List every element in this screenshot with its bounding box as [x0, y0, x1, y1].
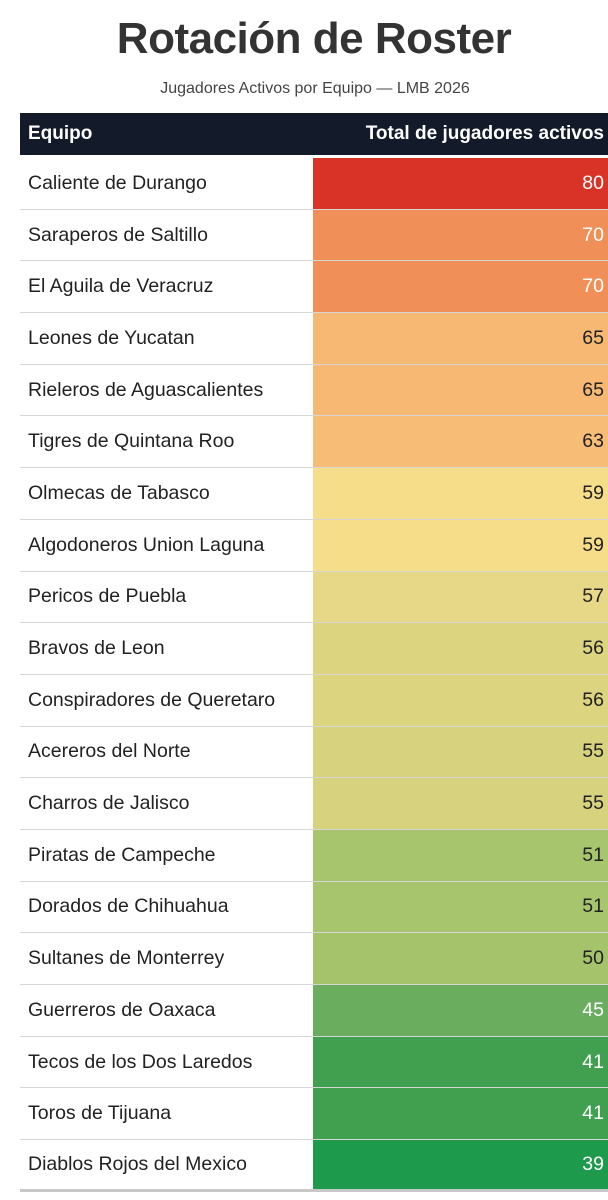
- team-name: Piratas de Campeche: [28, 843, 216, 866]
- value-cell: 65: [313, 364, 608, 416]
- value-cell: 39: [313, 1140, 608, 1189]
- team-name: Leones de Yucatan: [28, 326, 195, 349]
- team-name: El Aguila de Veracruz: [28, 275, 214, 298]
- column-header: Total de jugadores activos: [365, 123, 604, 144]
- table-row: Tigres de Quintana Roo 63: [20, 416, 608, 469]
- team-name: Pericos de Puebla: [28, 585, 187, 608]
- table-row: Piratas de Campeche 51: [20, 829, 608, 882]
- table-row: Pericos de Puebla 57: [20, 571, 608, 624]
- team-name: Guerreros de Oaxaca: [28, 998, 216, 1021]
- table: Equipo Total de jugadores activos Calien…: [20, 113, 608, 1192]
- value-cell: 51: [313, 881, 608, 933]
- column-header: Equipo: [28, 123, 93, 144]
- value-cell: 65: [313, 313, 608, 364]
- table-row: Bravos de Leon 56: [20, 623, 608, 675]
- team-name: Rieleros de Aguascalientes: [28, 378, 264, 401]
- value-cell: 41: [313, 1036, 608, 1088]
- team-name: Dorados de Chihuahua: [28, 895, 229, 918]
- table-row: Conspiradores de Queretaro 56: [20, 674, 608, 727]
- value-cell: 59: [313, 519, 608, 571]
- team-name: Toros de Tijuana: [28, 1102, 172, 1125]
- title: Rotación de Roster: [116, 14, 512, 63]
- table-row: Caliente de Durango 80: [20, 158, 608, 210]
- team-name: Bravos de Leon: [28, 637, 165, 660]
- team-name: Conspiradores de Queretaro: [28, 688, 276, 711]
- team-name: Tigres de Quintana Roo: [28, 430, 235, 453]
- value-cell: 50: [313, 933, 608, 984]
- value-cell: 56: [313, 674, 608, 726]
- table-row: Olmecas de Tabasco 59: [20, 468, 608, 520]
- value-cell: 41: [313, 1088, 608, 1140]
- table-body: Caliente de Durango 80 Saraperos de Saltil…: [20, 158, 608, 1192]
- value-cell: 55: [313, 726, 608, 778]
- team-name: Charros de Jalisco: [28, 792, 190, 815]
- value-cell: 80: [313, 158, 608, 209]
- table-row: Acereros del Norte 55: [20, 726, 608, 779]
- table-row: Leones de Yucatan 65: [20, 313, 608, 365]
- table-row: Algodoneros Union Laguna 59: [20, 519, 608, 572]
- team-name: Diablos Rojos del Mexico: [28, 1152, 247, 1175]
- table-row: Sultanes de Monterrey 50: [20, 933, 608, 985]
- table-row: Toros de Tijuana 41: [20, 1088, 608, 1141]
- table-row: Diablos Rojos del Mexico 39: [20, 1140, 608, 1192]
- team-name: Sultanes de Monterrey: [28, 947, 225, 970]
- team-name: Caliente de Durango: [28, 171, 207, 194]
- value-cell: 63: [313, 416, 608, 468]
- value-cell: 55: [313, 778, 608, 829]
- value-cell: 51: [313, 829, 608, 881]
- value-cell: 70: [313, 261, 608, 313]
- table-row: Guerreros de Oaxaca 45: [20, 985, 608, 1037]
- team-name: Algodoneros Union Laguna: [28, 533, 265, 556]
- table-row: Tecos de los Dos Laredos 41: [20, 1036, 608, 1089]
- value-cell: 45: [313, 985, 608, 1036]
- value-cell: 57: [313, 571, 608, 623]
- value-cell: 70: [313, 209, 608, 261]
- value-cell: 56: [313, 623, 608, 674]
- subtitle: Jugadores Activos por Equipo — LMB 2026: [160, 80, 470, 97]
- team-name: Olmecas de Tabasco: [28, 481, 210, 504]
- team-name: Acereros del Norte: [28, 740, 191, 763]
- table-row: El Aguila de Veracruz 70: [20, 261, 608, 314]
- table-header: Equipo Total de jugadores activos: [20, 113, 608, 155]
- team-name: Tecos de los Dos Laredos: [28, 1050, 253, 1073]
- table-row: Saraperos de Saltillo 70: [20, 209, 608, 262]
- table-row: Dorados de Chihuahua 51: [20, 881, 608, 934]
- table-row: Charros de Jalisco 55: [20, 778, 608, 830]
- value-cell: 59: [313, 468, 608, 519]
- team-name: Saraperos de Saltillo: [28, 223, 208, 246]
- table-row: Rieleros de Aguascalientes 65: [20, 364, 608, 417]
